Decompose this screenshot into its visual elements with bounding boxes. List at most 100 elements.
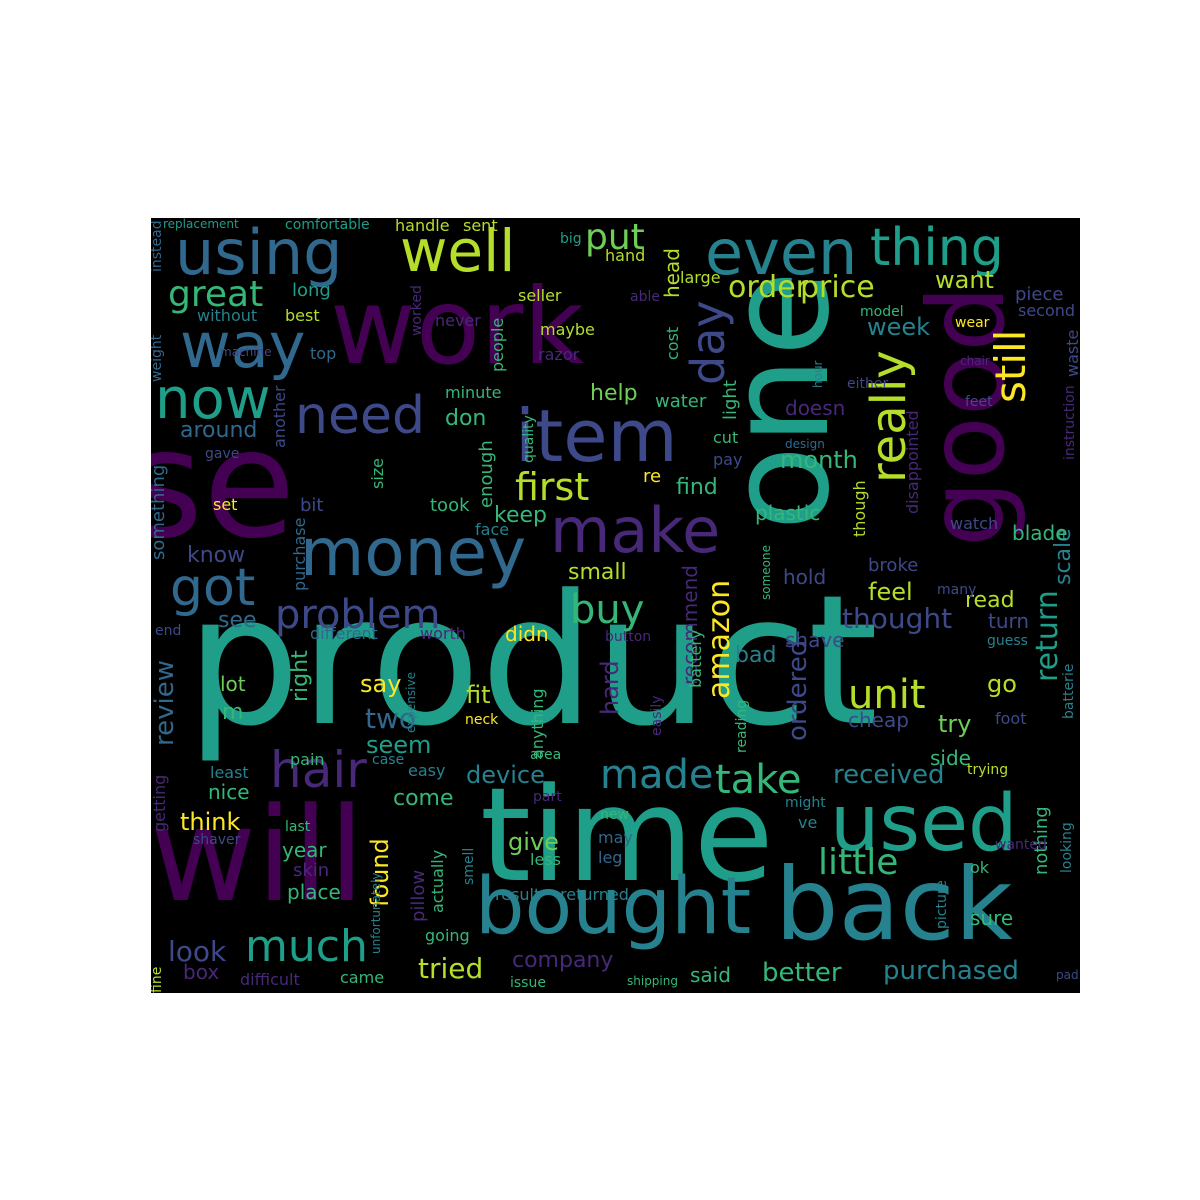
word-took: took	[430, 495, 470, 516]
word-shipping: shipping	[627, 974, 678, 988]
word-made: made	[600, 752, 714, 798]
word-know: know	[187, 543, 246, 568]
word-might: might	[785, 795, 826, 811]
word-maybe: maybe	[540, 320, 595, 339]
word-problem: problem	[275, 592, 441, 638]
word-keep: keep	[494, 503, 547, 528]
word-bit: bit	[300, 495, 324, 516]
word-picture: picture	[934, 880, 950, 929]
word-hold: hold	[783, 565, 827, 589]
word-put: put	[585, 218, 645, 258]
word-easily: easily	[649, 695, 665, 736]
word-bad: bad	[735, 643, 777, 668]
word-minute: minute	[445, 383, 502, 402]
word-around: around	[180, 418, 258, 443]
word-don: don	[445, 406, 487, 431]
word-used: used	[830, 779, 1018, 869]
word-right: right	[288, 650, 313, 702]
word-place: place	[287, 880, 341, 904]
word-use: use	[151, 398, 296, 572]
word-using: using	[175, 218, 343, 289]
word-large: large	[680, 268, 721, 287]
word-least: least	[210, 763, 249, 782]
word-looking: looking	[1059, 822, 1075, 873]
word-small: small	[568, 560, 627, 585]
word-time: time	[480, 759, 774, 911]
word-cheap: cheap	[848, 708, 909, 732]
word-light: light	[720, 380, 741, 420]
word-much: much	[245, 921, 368, 972]
word-machine: machine	[220, 345, 272, 359]
word-less: less	[530, 850, 561, 869]
word-best: best	[285, 306, 320, 325]
word-work: work	[330, 266, 585, 388]
word-find: find	[676, 475, 718, 500]
word-great: great	[168, 274, 264, 315]
word-say: say	[360, 670, 402, 698]
word-tried: tried	[418, 952, 484, 985]
word-foot: foot	[995, 709, 1027, 728]
word-money: money	[300, 514, 527, 591]
word-came: came	[340, 968, 385, 987]
word-face: face	[475, 520, 510, 539]
word-said: said	[690, 963, 731, 987]
word-handle: handle	[395, 218, 450, 235]
word-enough: enough	[476, 440, 497, 508]
word-able: able	[630, 289, 660, 305]
word-sent: sent	[463, 218, 498, 235]
word-big: big	[560, 231, 582, 247]
word-getting: getting	[151, 774, 169, 832]
word-make: make	[550, 494, 721, 567]
word-nice: nice	[208, 780, 250, 804]
word-top: top	[310, 344, 337, 363]
word-doesn: doesn	[785, 396, 846, 420]
word-piece: piece	[1015, 284, 1064, 305]
word-even: even	[705, 218, 858, 289]
word-button: button	[605, 629, 652, 645]
word-read: read	[965, 588, 1015, 613]
word-look: look	[168, 935, 227, 968]
word-watch: watch	[950, 514, 999, 533]
word-area: area	[530, 747, 562, 763]
word-hour: hour	[811, 360, 825, 389]
word-device: device	[466, 761, 545, 789]
word-help: help	[590, 381, 638, 406]
word-pay: pay	[713, 450, 743, 469]
word-though: though	[850, 480, 869, 537]
word-first: first	[515, 465, 590, 509]
word-returned: returned	[560, 885, 629, 904]
word-last: last	[285, 819, 311, 835]
word-weight: weight	[151, 334, 165, 382]
word-didn: didn	[505, 622, 549, 646]
word-replacement: replacement	[163, 218, 239, 231]
word-better: better	[762, 958, 842, 988]
word-purchase: purchase	[290, 517, 309, 591]
word-wanted: wanted	[995, 837, 1047, 853]
word-neck: neck	[465, 712, 499, 728]
word-battery: battery	[686, 629, 705, 688]
word-hand: hand	[605, 246, 646, 265]
word-second: second	[1018, 301, 1076, 320]
word-issue: issue	[510, 975, 546, 991]
word-unfortunately: unfortunately	[369, 872, 383, 954]
word-design: design	[785, 437, 825, 451]
word-purchased: purchased	[883, 956, 1019, 986]
word-seem: seem	[366, 731, 432, 759]
word-week: week	[867, 313, 931, 341]
word-product: product	[186, 557, 879, 766]
word-want: want	[935, 266, 994, 294]
word-result: result	[495, 885, 541, 904]
word-think: think	[180, 808, 241, 836]
word-see: see	[218, 608, 257, 633]
word-worked: worked	[409, 285, 425, 336]
word-review: review	[151, 660, 180, 746]
word-will: will	[151, 779, 365, 931]
word-waste: waste	[1063, 329, 1080, 377]
word-either: either	[847, 376, 889, 392]
word-gave: gave	[205, 446, 240, 462]
word-feet: feet	[965, 394, 993, 410]
word-now: now	[155, 367, 271, 432]
word-pillow: pillow	[408, 869, 429, 922]
word-easy: easy	[408, 761, 446, 780]
word-ordered: ordered	[783, 639, 813, 741]
